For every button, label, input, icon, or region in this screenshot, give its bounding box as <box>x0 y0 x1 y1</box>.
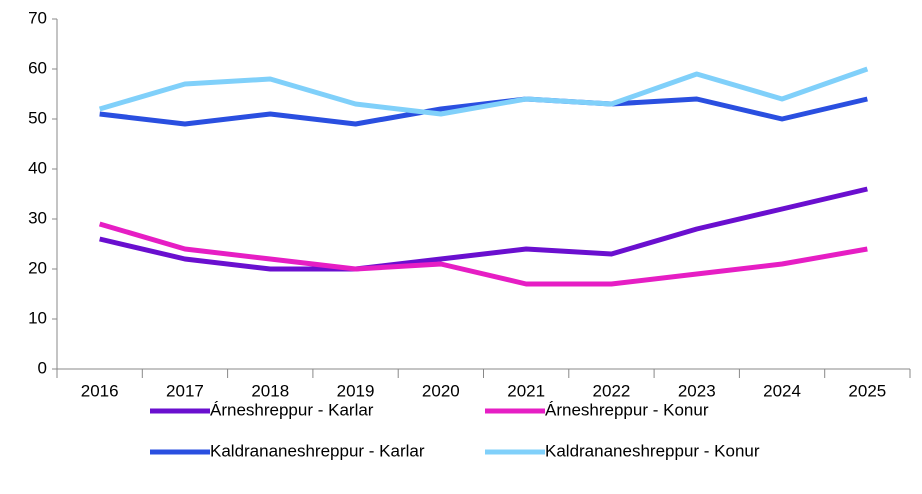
x-tick-label: 2021 <box>507 381 545 400</box>
x-tick-label: 2018 <box>251 381 289 400</box>
x-tick-label: 2022 <box>593 381 631 400</box>
legend-label: Árneshreppur - Konur <box>545 400 709 419</box>
series-line <box>99 96 868 127</box>
y-tick-label: 50 <box>28 108 47 127</box>
series-line <box>99 186 868 272</box>
x-tick-label: 2024 <box>763 381 801 400</box>
x-tick-label: 2025 <box>848 381 886 400</box>
y-tick-label: 30 <box>28 208 47 227</box>
series-line <box>98 66 869 117</box>
y-tick-label: 60 <box>28 58 47 77</box>
x-tick-label: 2020 <box>422 381 460 400</box>
x-tick-label: 2016 <box>81 381 119 400</box>
legend-label: Árneshreppur - Karlar <box>210 400 374 419</box>
legend-label: Kaldrananeshreppur - Konur <box>545 441 760 460</box>
series-line <box>98 221 868 287</box>
x-tick-label: 2019 <box>337 381 375 400</box>
x-tick-label: 2023 <box>678 381 716 400</box>
y-tick-label: 40 <box>28 158 47 177</box>
y-tick-label: 10 <box>28 308 47 327</box>
legend-label: Kaldrananeshreppur - Karlar <box>210 441 425 460</box>
y-tick-label: 20 <box>28 258 47 277</box>
x-tick-label: 2017 <box>166 381 204 400</box>
y-tick-label: 70 <box>28 8 47 27</box>
y-tick-label: 0 <box>38 358 47 377</box>
